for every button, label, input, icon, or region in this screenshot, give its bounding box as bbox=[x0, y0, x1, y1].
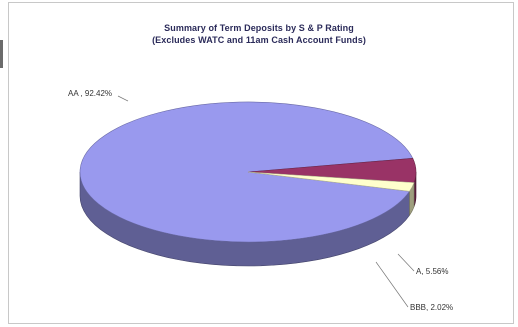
data-label-aa: AA , 92.42% bbox=[68, 89, 112, 98]
leader-line-bbb bbox=[375, 261, 409, 308]
pie-slice-aa bbox=[79, 101, 414, 243]
chart-title-block: Summary of Term Deposits by S & P Rating… bbox=[0, 22, 518, 46]
leader-line-aa bbox=[117, 95, 129, 102]
chart-title: Summary of Term Deposits by S & P Rating bbox=[164, 23, 354, 33]
chart-subtitle: (Excludes WATC and 11am Cash Account Fun… bbox=[152, 35, 366, 45]
data-label-a: A, 5.56% bbox=[416, 267, 448, 276]
data-label-bbb: BBB, 2.02% bbox=[410, 303, 453, 312]
leader-line-a bbox=[397, 253, 415, 272]
pie-labels: AA , 92.42% A, 5.56% BBB, 2.02% bbox=[68, 89, 453, 312]
pie-tops bbox=[79, 101, 417, 243]
pie-slice-bbb bbox=[247, 171, 415, 192]
pie-leaders bbox=[117, 95, 415, 308]
window-edge-marker bbox=[0, 40, 3, 68]
